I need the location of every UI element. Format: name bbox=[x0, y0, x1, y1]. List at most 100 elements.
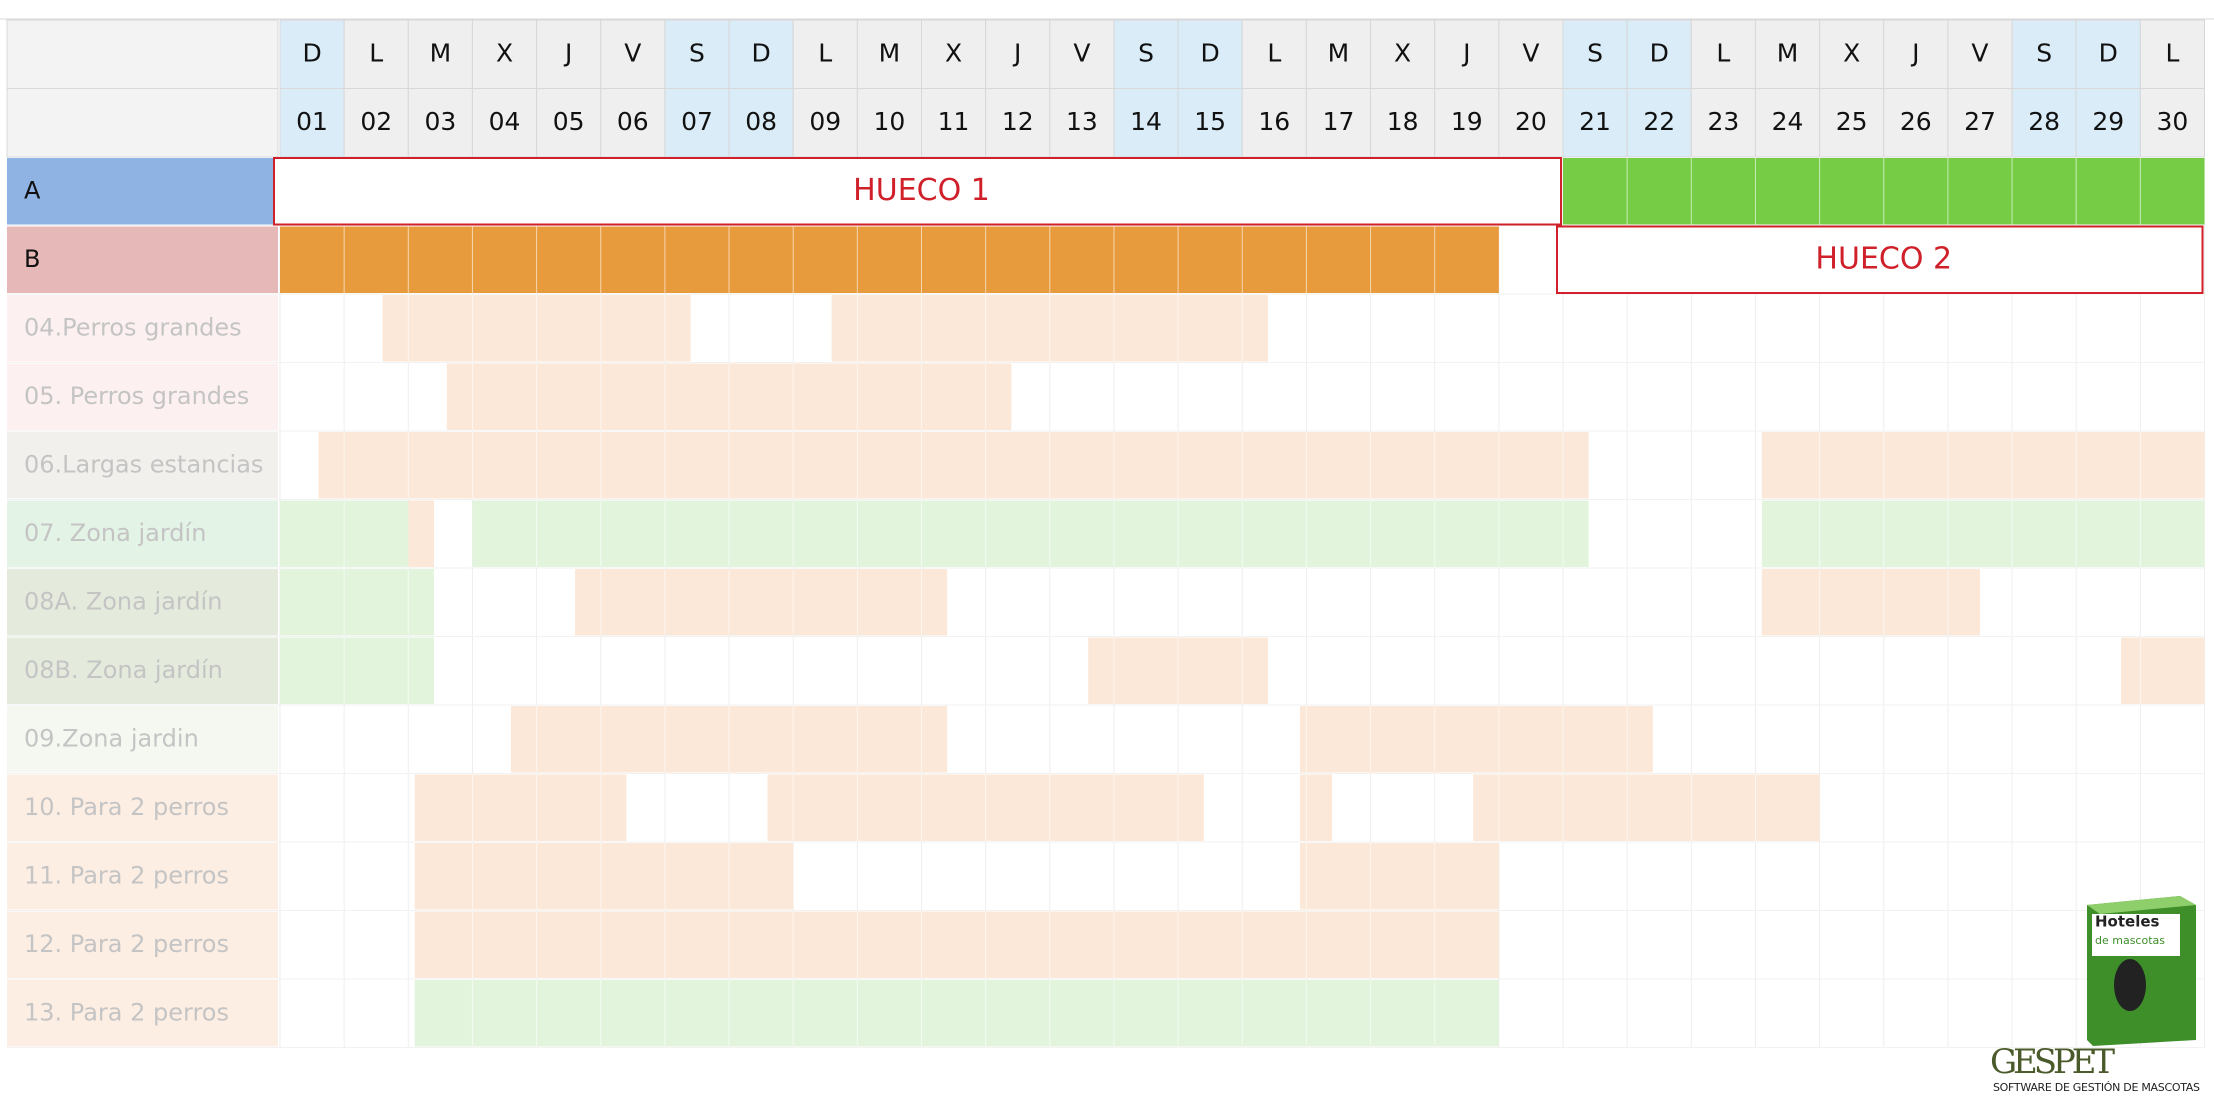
row-label-cell bbox=[7, 706, 278, 773]
day-label: 14 bbox=[1130, 107, 1162, 136]
day-label: 07 bbox=[681, 107, 713, 136]
row-label-cell bbox=[7, 843, 278, 910]
booking bbox=[280, 637, 434, 704]
row-label: 12. Para 2 perros bbox=[24, 930, 229, 958]
day-label: 28 bbox=[2028, 107, 2060, 136]
booking bbox=[2121, 637, 2205, 704]
day-label: 02 bbox=[360, 107, 392, 136]
header-cell bbox=[1498, 19, 1564, 89]
day-label: 21 bbox=[1579, 107, 1611, 136]
row-label-cell bbox=[7, 569, 278, 636]
day-label: 04 bbox=[489, 107, 521, 136]
weekday-label: D bbox=[302, 38, 321, 67]
header-cell bbox=[279, 19, 345, 89]
weekday-label: V bbox=[1073, 38, 1090, 67]
booking bbox=[414, 843, 794, 910]
header-cell bbox=[1626, 19, 1692, 89]
booking bbox=[472, 500, 1589, 567]
row-label: 10. Para 2 perros bbox=[24, 793, 229, 821]
header-cell bbox=[921, 88, 987, 158]
day-label: 19 bbox=[1451, 107, 1483, 136]
header-cell bbox=[1434, 19, 1500, 89]
header-cell bbox=[1947, 19, 2013, 89]
day-label: 29 bbox=[2092, 107, 2124, 136]
row-label: 07. Zona jardín bbox=[24, 519, 206, 547]
day-label: 06 bbox=[617, 107, 649, 136]
day-label: 30 bbox=[2157, 107, 2189, 136]
row-label: 05. Perros grandes bbox=[24, 382, 249, 410]
weekday-label: S bbox=[1138, 38, 1154, 67]
weekday-label: X bbox=[945, 38, 962, 67]
header-cell bbox=[1947, 88, 2013, 158]
weekday-label: X bbox=[1843, 38, 1860, 67]
booking bbox=[1299, 843, 1499, 910]
weekday-label: L bbox=[1267, 38, 1281, 67]
header-cell bbox=[664, 88, 730, 158]
row-label-cell bbox=[7, 500, 278, 567]
header-cell bbox=[1562, 88, 1628, 158]
booking bbox=[280, 569, 434, 636]
header-corner bbox=[6, 88, 279, 158]
weekday-label: L bbox=[369, 38, 383, 67]
logo-box-subtitle: de mascotas bbox=[2095, 934, 2165, 947]
row-label: A bbox=[24, 176, 41, 204]
weekday-label: D bbox=[751, 38, 770, 67]
weekday-label: S bbox=[2036, 38, 2052, 67]
row-label: 08B. Zona jardín bbox=[24, 656, 223, 684]
logo-box-title: Hoteles bbox=[2095, 913, 2160, 931]
header-cell bbox=[1113, 88, 1179, 158]
row-label-cell bbox=[7, 432, 278, 499]
header-cell bbox=[1690, 19, 1756, 89]
booking bbox=[1299, 706, 1653, 773]
logo-tagline: SOFTWARE DE GESTIÓN DE MASCOTAS bbox=[1993, 1081, 2200, 1094]
day-label: 23 bbox=[1707, 107, 1739, 136]
header-cell bbox=[1819, 19, 1885, 89]
booking bbox=[414, 911, 1499, 978]
weekday-label: S bbox=[689, 38, 705, 67]
weekday-label: L bbox=[1716, 38, 1730, 67]
booking bbox=[1473, 774, 1820, 841]
weekday-label: J bbox=[563, 38, 572, 67]
day-label: 08 bbox=[745, 107, 777, 136]
weekday-label: J bbox=[1461, 38, 1470, 67]
header-cell bbox=[1049, 19, 1115, 89]
booking bbox=[1761, 432, 2205, 499]
header-cell bbox=[1562, 19, 1628, 89]
row-label: 08A. Zona jardín bbox=[24, 587, 222, 615]
gap-box bbox=[1556, 225, 2204, 294]
weekday-label: V bbox=[1522, 38, 1539, 67]
header-cell bbox=[2139, 19, 2206, 89]
header-cell bbox=[600, 19, 666, 89]
logo-box-label bbox=[2092, 914, 2180, 956]
booking bbox=[408, 500, 434, 567]
gap-label: HUECO 1 bbox=[853, 173, 990, 208]
day-label: 16 bbox=[1258, 107, 1290, 136]
booking bbox=[414, 774, 627, 841]
header-cell bbox=[407, 88, 473, 158]
header-cell bbox=[536, 19, 602, 89]
weekday-label: M bbox=[879, 38, 901, 67]
weekday-label: X bbox=[1394, 38, 1411, 67]
weekday-label: V bbox=[1971, 38, 1988, 67]
header-cell bbox=[1241, 88, 1307, 158]
logo-brand: GESPET bbox=[1990, 1042, 2115, 1082]
header-cell bbox=[407, 19, 473, 89]
booking bbox=[318, 432, 1589, 499]
row-label: 13. Para 2 perros bbox=[24, 998, 229, 1026]
row-label-cell bbox=[7, 295, 278, 362]
day-label: 13 bbox=[1066, 107, 1098, 136]
booking bbox=[1761, 500, 2205, 567]
weekday-label: M bbox=[1777, 38, 1799, 67]
header-cell bbox=[536, 88, 602, 158]
row-label-cell bbox=[7, 980, 278, 1047]
row-label: B bbox=[24, 245, 40, 273]
header-cell bbox=[1305, 88, 1372, 158]
header-cell bbox=[792, 88, 858, 158]
row-label: 11. Para 2 perros bbox=[24, 861, 229, 889]
header-cell bbox=[343, 19, 409, 89]
day-label: 09 bbox=[809, 107, 841, 136]
header-cell bbox=[2139, 88, 2206, 158]
gap-label: HUECO 2 bbox=[1815, 241, 1952, 276]
day-label: 24 bbox=[1772, 107, 1804, 136]
header-cell bbox=[856, 19, 922, 89]
